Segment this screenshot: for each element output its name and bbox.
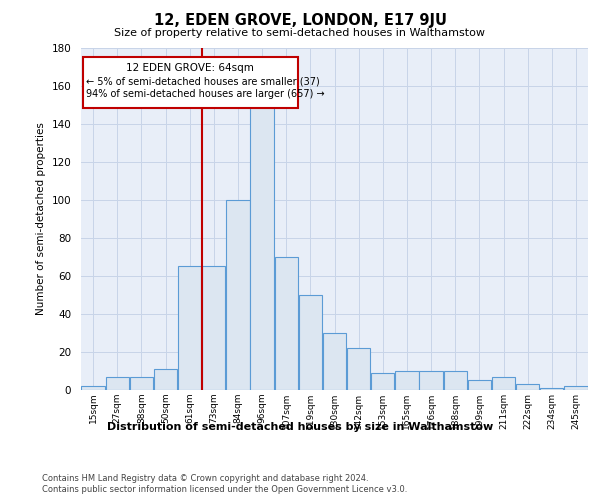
Text: ← 5% of semi-detached houses are smaller (37): ← 5% of semi-detached houses are smaller… bbox=[86, 76, 320, 86]
Text: Size of property relative to semi-detached houses in Walthamstow: Size of property relative to semi-detach… bbox=[115, 28, 485, 38]
Bar bbox=[178, 266, 202, 390]
Bar bbox=[275, 257, 298, 390]
Text: 94% of semi-detached houses are larger (657) →: 94% of semi-detached houses are larger (… bbox=[86, 90, 325, 100]
Bar bbox=[202, 266, 226, 390]
Bar bbox=[516, 384, 539, 390]
Bar bbox=[154, 369, 177, 390]
Bar bbox=[250, 86, 274, 390]
Bar bbox=[130, 376, 153, 390]
Bar bbox=[347, 348, 370, 390]
Bar bbox=[492, 376, 515, 390]
Bar bbox=[106, 376, 129, 390]
Bar bbox=[540, 388, 563, 390]
Bar bbox=[395, 371, 419, 390]
Bar bbox=[564, 386, 587, 390]
Text: Distribution of semi-detached houses by size in Walthamstow: Distribution of semi-detached houses by … bbox=[107, 422, 493, 432]
Bar bbox=[323, 333, 346, 390]
Text: Contains public sector information licensed under the Open Government Licence v3: Contains public sector information licen… bbox=[42, 485, 407, 494]
Bar bbox=[419, 371, 443, 390]
FancyBboxPatch shape bbox=[83, 57, 298, 108]
Text: Contains HM Land Registry data © Crown copyright and database right 2024.: Contains HM Land Registry data © Crown c… bbox=[42, 474, 368, 483]
Bar bbox=[467, 380, 491, 390]
Bar bbox=[82, 386, 105, 390]
Text: 12, EDEN GROVE, LONDON, E17 9JU: 12, EDEN GROVE, LONDON, E17 9JU bbox=[154, 12, 446, 28]
Y-axis label: Number of semi-detached properties: Number of semi-detached properties bbox=[36, 122, 46, 315]
Bar bbox=[443, 371, 467, 390]
Bar bbox=[299, 295, 322, 390]
Text: 12 EDEN GROVE: 64sqm: 12 EDEN GROVE: 64sqm bbox=[126, 62, 254, 72]
Bar bbox=[226, 200, 250, 390]
Bar bbox=[371, 373, 394, 390]
